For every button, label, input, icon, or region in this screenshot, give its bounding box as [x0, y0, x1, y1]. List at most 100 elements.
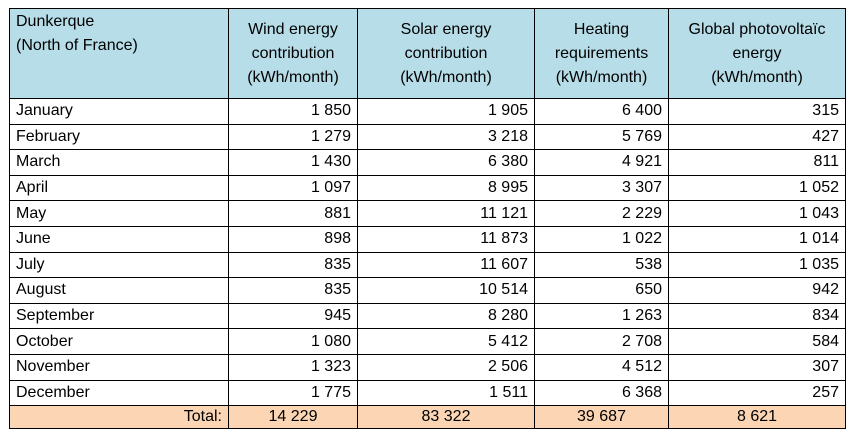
header-line: (kWh/month) — [247, 68, 339, 86]
pv-cell: 427 — [668, 123, 846, 151]
energy-table: Dunkerque (North of France) Wind energy … — [9, 8, 846, 430]
pv-header: Global photovoltaïc energy (kWh/month) — [668, 8, 846, 99]
table-row: October 1 080 5 412 2 708 584 — [9, 328, 846, 355]
heating-cell: 5 769 — [534, 123, 669, 151]
solar-cell: 6 380 — [357, 149, 535, 176]
heating-header: Heating requirements (kWh/month) — [534, 8, 669, 99]
header-line: Wind energy — [248, 20, 338, 38]
solar-cell: 2 506 — [357, 353, 535, 381]
heating-cell: 3 307 — [534, 174, 669, 202]
header-line: contribution — [251, 44, 335, 62]
solar-cell: 1 905 — [357, 98, 535, 125]
pv-cell: 942 — [668, 277, 846, 304]
heating-cell: 6 400 — [534, 98, 669, 125]
total-pv: 8 621 — [668, 405, 846, 430]
header-line: Global photovoltaïc — [688, 20, 826, 38]
location-line: (North of France) — [16, 37, 138, 54]
solar-cell: 8 280 — [357, 302, 535, 330]
header-line: (kWh/month) — [555, 68, 648, 86]
table-body: January 1 850 1 905 6 400 315 February 1 279 3 … — [9, 98, 846, 407]
pv-cell: 1 035 — [668, 251, 846, 279]
table-row: June 898 11 873 1 022 1 014 — [9, 225, 846, 253]
wind-cell: 898 — [228, 225, 358, 253]
heating-cell: 6 368 — [534, 379, 669, 407]
month-cell: July — [9, 251, 229, 279]
wind-cell: 835 — [228, 277, 358, 304]
month-cell: September — [9, 302, 229, 330]
total-solar: 83 322 — [357, 405, 535, 430]
solar-cell: 5 412 — [357, 328, 535, 355]
pv-cell: 834 — [668, 302, 846, 330]
pv-cell: 307 — [668, 353, 846, 381]
pv-cell: 1 052 — [668, 174, 846, 202]
header-line: Solar energy — [400, 20, 492, 38]
heating-cell: 2 229 — [534, 200, 669, 227]
month-cell: November — [9, 353, 229, 381]
solar-cell: 11 121 — [357, 200, 535, 227]
solar-cell: 11 873 — [357, 225, 535, 253]
table-row: September 945 8 280 1 263 834 — [9, 302, 846, 330]
month-cell: October — [9, 328, 229, 355]
header-line: contribution — [404, 44, 488, 62]
heating-cell: 1 022 — [534, 225, 669, 253]
wind-cell: 1 279 — [228, 123, 358, 151]
header-line: (kWh/month) — [400, 68, 492, 86]
solar-cell: 1 511 — [357, 379, 535, 407]
month-cell: April — [9, 174, 229, 202]
table-row: August 835 10 514 650 942 — [9, 277, 846, 304]
month-cell: February — [9, 123, 229, 151]
heating-cell: 4 921 — [534, 149, 669, 176]
wind-cell: 835 — [228, 251, 358, 279]
wind-cell: 1 430 — [228, 149, 358, 176]
solar-header: Solar energy contribution (kWh/month) — [357, 8, 535, 99]
header-line: Heating — [573, 20, 630, 38]
table-row: April 1 097 8 995 3 307 1 052 — [9, 174, 846, 202]
header-line: (kWh/month) — [711, 68, 803, 86]
solar-cell: 8 995 — [357, 174, 535, 202]
solar-cell: 3 218 — [357, 123, 535, 151]
pv-cell: 584 — [668, 328, 846, 355]
table-row: May 881 11 121 2 229 1 043 — [9, 200, 846, 227]
wind-cell: 1 080 — [228, 328, 358, 355]
pv-cell: 315 — [668, 98, 846, 125]
heating-cell: 4 512 — [534, 353, 669, 381]
wind-cell: 1 850 — [228, 98, 358, 125]
month-cell: August — [9, 277, 229, 304]
solar-cell: 11 607 — [357, 251, 535, 279]
wind-header: Wind energy contribution (kWh/month) — [228, 8, 358, 99]
location-line: Dunkerque — [16, 13, 95, 30]
month-cell: December — [9, 379, 229, 407]
header-line: requirements — [554, 44, 649, 62]
heating-cell: 2 708 — [534, 328, 669, 355]
table-row: December 1 775 1 511 6 368 257 — [9, 379, 846, 407]
pv-cell: 811 — [668, 149, 846, 176]
pv-cell: 1 043 — [668, 200, 846, 227]
table-row: January 1 850 1 905 6 400 315 — [9, 98, 846, 125]
table-row: March 1 430 6 380 4 921 811 — [9, 149, 846, 176]
total-row: Total: 14 229 83 322 39 687 8 621 — [9, 405, 846, 430]
table-row: February 1 279 3 218 5 769 427 — [9, 123, 846, 151]
table-row: July 835 11 607 538 1 035 — [9, 251, 846, 279]
heating-cell: 650 — [534, 277, 669, 304]
wind-cell: 1 097 — [228, 174, 358, 202]
solar-cell: 10 514 — [357, 277, 535, 304]
total-label: Total: — [9, 405, 229, 430]
total-wind: 14 229 — [228, 405, 358, 430]
wind-cell: 945 — [228, 302, 358, 330]
month-cell: June — [9, 225, 229, 253]
table-row: November 1 323 2 506 4 512 307 — [9, 353, 846, 381]
month-cell: March — [9, 149, 229, 176]
pv-cell: 1 014 — [668, 225, 846, 253]
wind-cell: 1 775 — [228, 379, 358, 407]
location-header: Dunkerque (North of France) — [9, 8, 229, 99]
wind-cell: 881 — [228, 200, 358, 227]
heating-cell: 538 — [534, 251, 669, 279]
wind-cell: 1 323 — [228, 353, 358, 381]
header-row: Dunkerque (North of France) Wind energy … — [9, 8, 846, 99]
total-heating: 39 687 — [534, 405, 669, 430]
month-cell: January — [9, 98, 229, 125]
month-cell: May — [9, 200, 229, 227]
heating-cell: 1 263 — [534, 302, 669, 330]
header-line: energy — [732, 44, 782, 62]
pv-cell: 257 — [668, 379, 846, 407]
